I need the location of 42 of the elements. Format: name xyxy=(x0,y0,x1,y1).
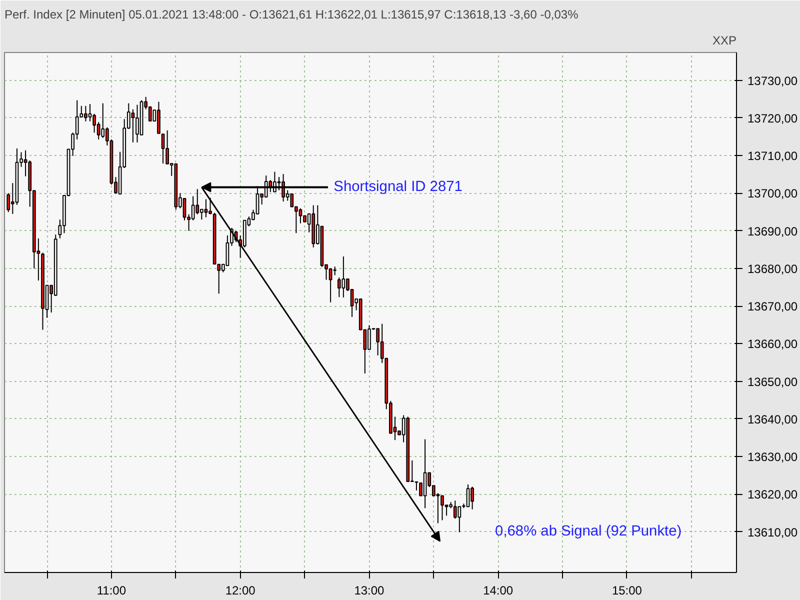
y-tick-label: 13630,00 xyxy=(748,450,798,464)
candlestick xyxy=(440,495,444,521)
annotation: Shortsignal ID 2871 xyxy=(334,179,462,196)
annotation: 0,68% ab Signal (92 Punkte) xyxy=(495,523,682,540)
candlestick xyxy=(470,486,474,510)
candlestick xyxy=(136,104,139,143)
x-tick-label: 12:00 xyxy=(225,584,256,598)
candlestick xyxy=(200,208,204,220)
y-tick-label: 13680,00 xyxy=(748,262,798,276)
candlestick xyxy=(298,208,302,224)
candlestick xyxy=(453,500,457,520)
candlestick xyxy=(148,106,152,122)
x-tick-label: 11:00 xyxy=(96,584,126,598)
candlestick xyxy=(6,192,10,213)
y-tick-label: 13690,00 xyxy=(748,224,798,238)
candlestick xyxy=(131,108,135,143)
candlestick xyxy=(182,198,186,221)
x-tick-label: 15:00 xyxy=(612,584,642,598)
y-tick-label: 13700,00 xyxy=(748,186,798,201)
candlestick xyxy=(101,102,105,138)
candlestick xyxy=(458,506,462,533)
y-tick-label: 13640,00 xyxy=(748,412,798,426)
y-tick-label: 13620,00 xyxy=(748,488,798,502)
y-tick-label: 13720,00 xyxy=(748,111,798,126)
candlestick xyxy=(208,197,212,215)
candlestick xyxy=(328,268,332,303)
candlestick xyxy=(466,484,470,508)
candlestick xyxy=(204,198,208,218)
y-tick-label: 13660,00 xyxy=(748,337,798,352)
x-tick-label: 14:00 xyxy=(483,584,514,598)
candlestick xyxy=(88,104,92,122)
candlestick xyxy=(191,196,195,221)
y-tick-label: 13710,00 xyxy=(748,149,798,164)
y-tick-label: 13650,00 xyxy=(748,374,798,389)
chart-title: Perf. Index [2 Minuten] 05.01.2021 13:48:00 - O:13621,61 H:13622,01 L:13615,97 C:13618,13 -3,60 -0,03% xyxy=(4,8,579,22)
y-axis-title: XXP xyxy=(712,34,737,48)
y-tick-label: 13730,00 xyxy=(748,74,798,88)
y-tick-label: 13670,00 xyxy=(748,300,798,314)
candlestick xyxy=(337,277,341,298)
y-tick-label: 13610,00 xyxy=(748,525,798,540)
x-tick-label: 13:00 xyxy=(354,584,385,598)
candlestick xyxy=(342,256,346,298)
